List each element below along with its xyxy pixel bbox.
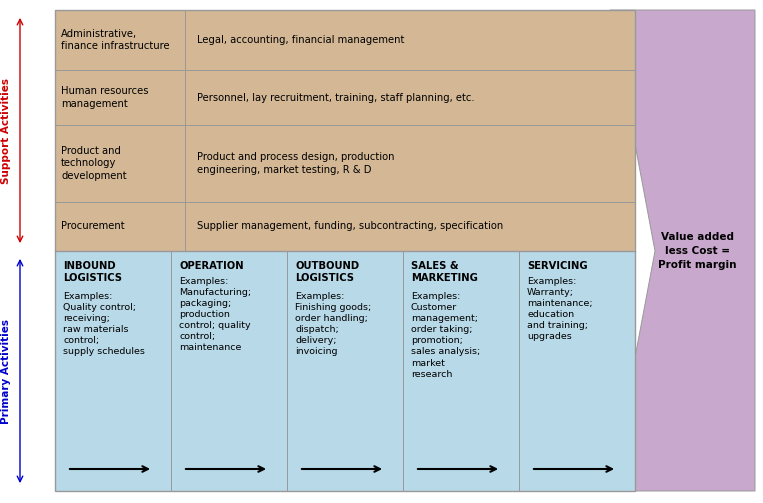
- Text: Supplier management, funding, subcontracting, specification: Supplier management, funding, subcontrac…: [197, 221, 504, 231]
- Bar: [55, 125, 635, 202]
- Text: Support Activities: Support Activities: [1, 77, 11, 184]
- Text: SERVICING: SERVICING: [527, 261, 588, 271]
- Bar: [55, 10, 635, 491]
- Bar: [287, 251, 403, 491]
- Text: Value added
less Cost =
Profit margin: Value added less Cost = Profit margin: [658, 232, 737, 270]
- Text: Product and
technology
development: Product and technology development: [61, 146, 127, 181]
- Text: Administrative,
finance infrastructure: Administrative, finance infrastructure: [61, 29, 169, 51]
- Bar: [403, 251, 519, 491]
- Bar: [55, 10, 635, 70]
- Text: Human resources
management: Human resources management: [61, 87, 149, 109]
- Polygon shape: [610, 10, 755, 491]
- Text: SALES &
MARKETING: SALES & MARKETING: [411, 261, 478, 283]
- Text: OPERATION: OPERATION: [179, 261, 243, 271]
- Bar: [55, 202, 635, 251]
- Text: INBOUND
LOGISTICS: INBOUND LOGISTICS: [63, 261, 122, 283]
- Bar: [519, 251, 635, 491]
- Text: Examples:
Warranty;
maintenance;
education
and training;
upgrades: Examples: Warranty; maintenance; educati…: [527, 277, 593, 341]
- Text: OUTBOUND
LOGISTICS: OUTBOUND LOGISTICS: [295, 261, 359, 283]
- Text: Examples:
Manufacturing;
packaging;
production
control; quality
control;
mainten: Examples: Manufacturing; packaging; prod…: [179, 277, 251, 352]
- Text: Personnel, lay recruitment, training, staff planning, etc.: Personnel, lay recruitment, training, st…: [197, 93, 475, 103]
- Text: Examples:
Quality control;
receiving;
raw materials
control;
supply schedules: Examples: Quality control; receiving; ra…: [63, 292, 145, 357]
- Text: Primary Activities: Primary Activities: [1, 318, 11, 424]
- Bar: [55, 251, 171, 491]
- Bar: [171, 251, 287, 491]
- Text: Procurement: Procurement: [61, 221, 124, 231]
- Text: Legal, accounting, financial management: Legal, accounting, financial management: [197, 35, 404, 45]
- Text: Examples:
Finishing goods;
order handling;
dispatch;
delivery;
invoicing: Examples: Finishing goods; order handlin…: [295, 292, 372, 357]
- Text: Product and process design, production
engineering, market testing, R & D: Product and process design, production e…: [197, 152, 394, 175]
- Bar: [55, 70, 635, 125]
- Text: Examples:
Customer
management;
order taking;
promotion;
sales analysis;
market
r: Examples: Customer management; order tak…: [411, 292, 480, 379]
